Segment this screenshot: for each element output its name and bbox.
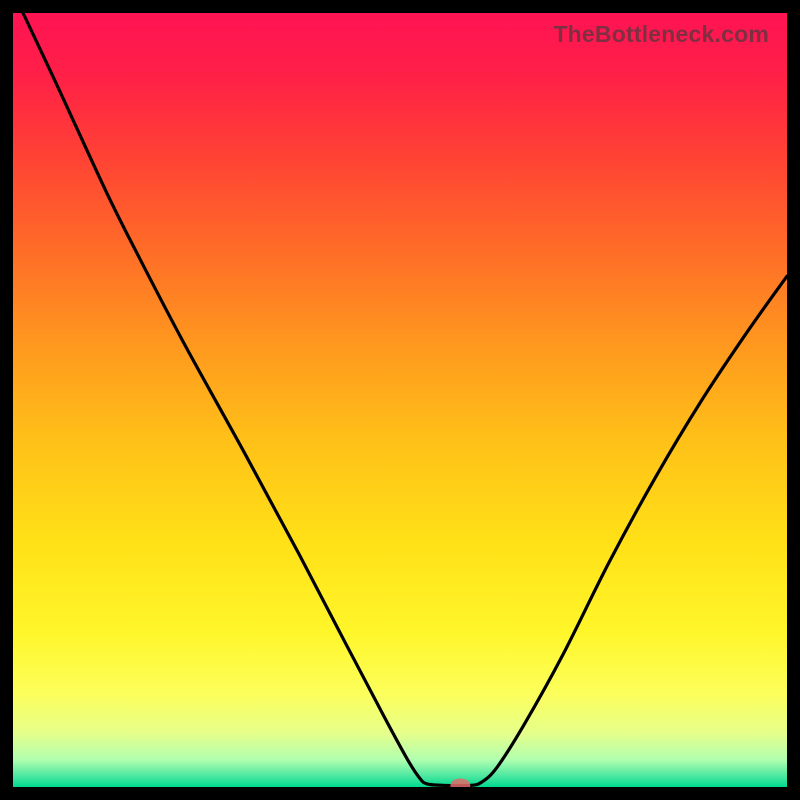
chart-background — [13, 13, 787, 787]
chart-svg — [13, 13, 787, 787]
plot-area: TheBottleneck.com — [13, 13, 787, 787]
watermark-text: TheBottleneck.com — [553, 21, 769, 48]
chart-container: TheBottleneck.com — [0, 0, 800, 800]
